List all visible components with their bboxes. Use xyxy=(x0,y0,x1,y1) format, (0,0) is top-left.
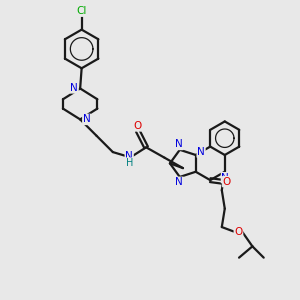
Text: N: N xyxy=(197,147,205,157)
Text: O: O xyxy=(234,226,243,236)
Text: O: O xyxy=(133,121,141,131)
Text: N: N xyxy=(221,173,229,183)
Text: N: N xyxy=(83,114,91,124)
Text: H: H xyxy=(125,158,133,168)
Text: O: O xyxy=(223,177,231,187)
Text: N: N xyxy=(125,151,133,160)
Text: N: N xyxy=(175,177,183,187)
Text: N: N xyxy=(175,140,183,149)
Text: Cl: Cl xyxy=(76,6,87,16)
Text: N: N xyxy=(70,83,78,93)
